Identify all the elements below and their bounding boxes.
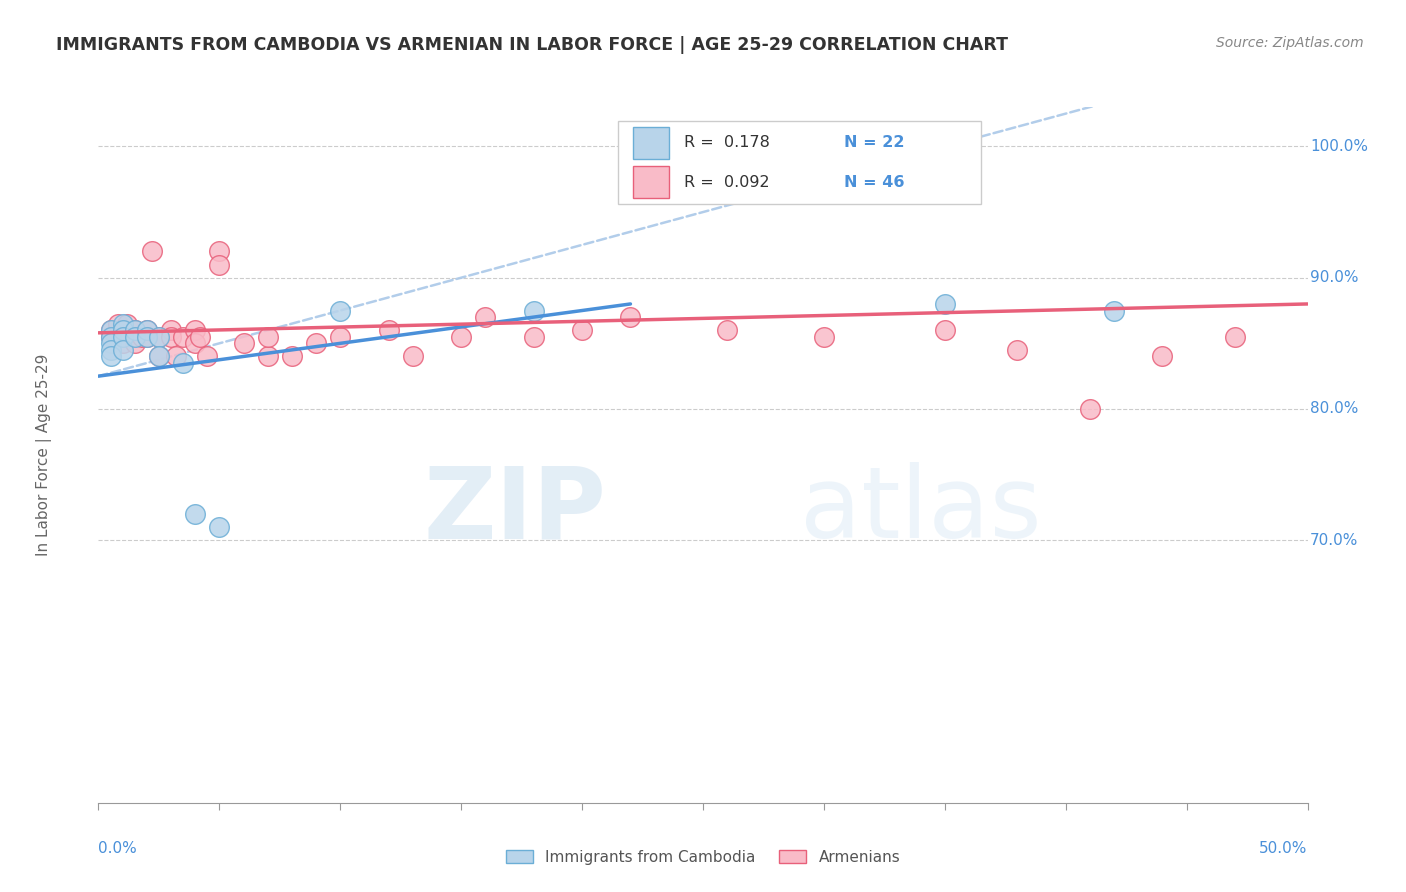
Text: N = 46: N = 46 <box>845 175 905 190</box>
Point <box>1223 330 1246 344</box>
Point <box>124 330 146 344</box>
Point <box>184 323 207 337</box>
Point <box>184 507 207 521</box>
FancyBboxPatch shape <box>619 121 981 204</box>
Point <box>135 323 157 337</box>
Point <box>124 330 146 344</box>
Point <box>188 330 211 344</box>
Point <box>148 330 170 344</box>
Point <box>100 323 122 337</box>
Point <box>716 323 738 337</box>
Point <box>111 330 134 344</box>
Point <box>523 303 546 318</box>
Bar <box>633 128 669 159</box>
Point <box>184 336 207 351</box>
Point <box>1102 303 1125 318</box>
Point <box>377 323 399 337</box>
Point <box>172 330 194 344</box>
Point <box>523 330 546 344</box>
Point <box>111 323 134 337</box>
Point <box>131 330 153 344</box>
Point <box>160 330 183 344</box>
Point <box>124 323 146 337</box>
Point <box>148 350 170 364</box>
Point <box>135 330 157 344</box>
Point <box>100 330 122 344</box>
Point <box>474 310 496 324</box>
Text: R =  0.092: R = 0.092 <box>683 175 769 190</box>
Text: 70.0%: 70.0% <box>1310 533 1358 548</box>
Point <box>111 330 134 344</box>
Text: 0.0%: 0.0% <box>98 841 138 856</box>
Text: IMMIGRANTS FROM CAMBODIA VS ARMENIAN IN LABOR FORCE | AGE 25-29 CORRELATION CHAR: IMMIGRANTS FROM CAMBODIA VS ARMENIAN IN … <box>56 36 1008 54</box>
Point <box>135 323 157 337</box>
Point <box>124 323 146 337</box>
Text: 80.0%: 80.0% <box>1310 401 1358 417</box>
Point <box>160 323 183 337</box>
Text: N = 22: N = 22 <box>845 136 905 151</box>
Point <box>1152 350 1174 364</box>
Point <box>281 350 304 364</box>
Point <box>305 336 328 351</box>
Text: 100.0%: 100.0% <box>1310 139 1368 154</box>
Point <box>571 323 593 337</box>
Point <box>100 323 122 337</box>
Point <box>124 336 146 351</box>
Text: ZIP: ZIP <box>423 462 606 559</box>
Point <box>1078 401 1101 416</box>
Point <box>208 244 231 259</box>
Point <box>329 303 352 318</box>
Point <box>111 323 134 337</box>
Point <box>232 336 254 351</box>
Point <box>117 317 139 331</box>
Text: Source: ZipAtlas.com: Source: ZipAtlas.com <box>1216 36 1364 50</box>
Text: atlas: atlas <box>800 462 1042 559</box>
Point <box>172 356 194 370</box>
Point <box>135 330 157 344</box>
Point <box>100 343 122 357</box>
Text: R =  0.178: R = 0.178 <box>683 136 769 151</box>
Point <box>256 350 278 364</box>
Point <box>111 343 134 357</box>
Text: 90.0%: 90.0% <box>1310 270 1358 285</box>
Point <box>329 330 352 344</box>
Point <box>165 350 187 364</box>
Point <box>208 258 231 272</box>
Point <box>934 297 956 311</box>
Text: 50.0%: 50.0% <box>1260 841 1308 856</box>
Point <box>195 350 218 364</box>
Point <box>148 350 170 364</box>
Point <box>450 330 472 344</box>
Point <box>107 317 129 331</box>
Point <box>208 520 231 534</box>
Text: In Labor Force | Age 25-29: In Labor Force | Age 25-29 <box>37 354 52 556</box>
Point <box>141 244 163 259</box>
Point <box>100 330 122 344</box>
Point <box>100 350 122 364</box>
Point <box>619 310 641 324</box>
Point <box>148 330 170 344</box>
Legend: Immigrants from Cambodia, Armenians: Immigrants from Cambodia, Armenians <box>499 844 907 871</box>
Point <box>813 330 835 344</box>
Bar <box>633 167 669 198</box>
Point <box>111 336 134 351</box>
Point <box>100 336 122 351</box>
Point <box>934 323 956 337</box>
Point <box>1007 343 1029 357</box>
Point <box>111 317 134 331</box>
Point <box>402 350 425 364</box>
Point <box>256 330 278 344</box>
